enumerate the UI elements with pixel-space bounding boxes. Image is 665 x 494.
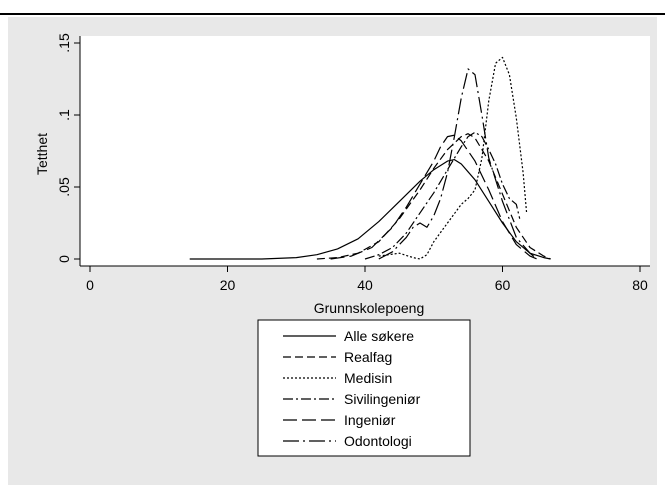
legend-box [257, 319, 471, 457]
series-line [364, 131, 521, 260]
legend-label: Odontologi [344, 433, 412, 449]
legend-label: Realfag [344, 349, 392, 365]
legend: Alle søkere Realfag Medisin Sivilingeniør In… [257, 319, 471, 457]
series-line [189, 159, 551, 260]
series-line [330, 134, 538, 260]
y-tick-label: .1 [56, 109, 72, 121]
y-tick-label: .05 [56, 177, 72, 197]
series-line [316, 133, 551, 260]
y-axis-label: Tetthet [34, 133, 50, 175]
legend-label: Sivilingeniør [344, 391, 421, 407]
x-tick-label: 20 [220, 277, 236, 293]
y-tick-label: 0 [56, 255, 72, 263]
legend-label: Medisin [344, 370, 392, 386]
series-lines [189, 56, 551, 260]
legend-label: Ingeniør [344, 412, 396, 428]
x-axis-label: Grunnskolepoeng [314, 300, 425, 316]
x-tick-label: 40 [357, 277, 373, 293]
series-line [378, 68, 538, 260]
legend-label: Alle søkere [344, 328, 414, 344]
series-line [378, 56, 528, 260]
axes: 0 20 40 60 80 0 .05 .1 .15 [56, 33, 650, 293]
plot-area [80, 36, 650, 266]
x-tick-label: 0 [86, 277, 94, 293]
x-tick-label: 60 [495, 277, 511, 293]
y-tick-label: .15 [56, 33, 72, 53]
x-tick-label: 80 [632, 277, 648, 293]
